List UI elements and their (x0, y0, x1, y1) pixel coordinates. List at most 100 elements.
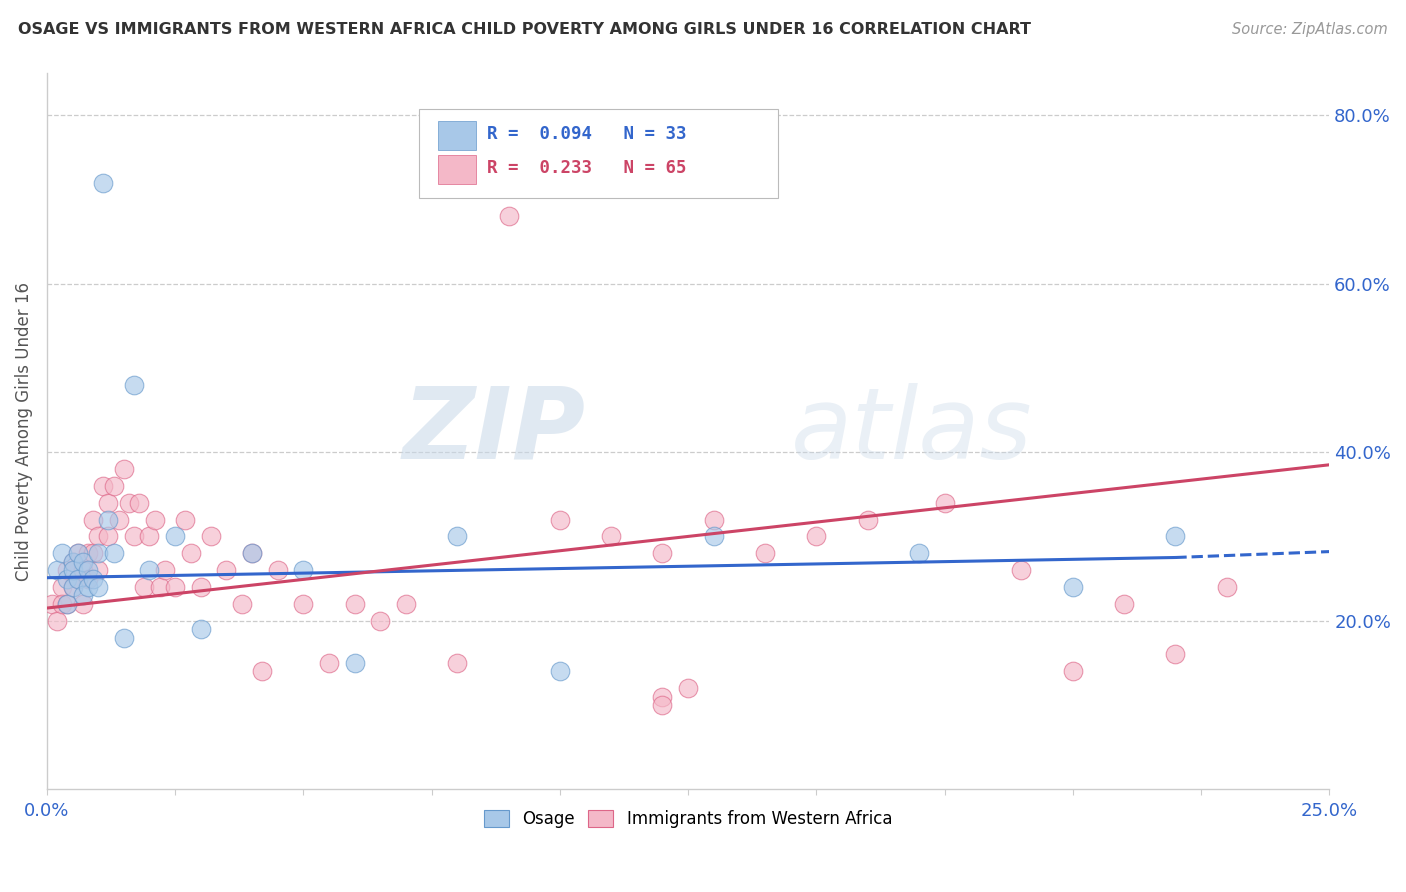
Point (97, 512, 120, 526)
Point (165, 580, 187, 594)
Point (1062, 580, 1084, 594)
Point (112, 631, 135, 645)
Point (66, 546, 89, 560)
Point (56, 597, 79, 611)
Point (651, 690, 673, 704)
Point (600, 529, 623, 543)
Point (91, 479, 114, 493)
Point (112, 462, 135, 476)
Point (1164, 529, 1187, 543)
Point (165, 529, 187, 543)
Point (395, 597, 418, 611)
Point (651, 698, 673, 712)
Point (87, 529, 110, 543)
Point (143, 512, 166, 526)
Point (82, 572, 104, 586)
Point (292, 597, 315, 611)
Point (51, 546, 73, 560)
Point (77, 563, 100, 577)
Point (267, 563, 290, 577)
Point (153, 563, 176, 577)
Point (240, 546, 263, 560)
Text: R =  0.094   N = 33: R = 0.094 N = 33 (486, 125, 686, 143)
Point (149, 580, 172, 594)
Point (1164, 648, 1187, 662)
Point (66, 572, 89, 586)
Point (190, 580, 212, 594)
Point (82, 546, 104, 560)
Text: atlas: atlas (790, 383, 1032, 480)
Point (66, 572, 89, 586)
Point (368, 614, 391, 628)
FancyBboxPatch shape (419, 109, 778, 198)
Point (41, 597, 63, 611)
Point (77, 546, 100, 560)
Point (72, 555, 94, 569)
Point (77, 572, 100, 586)
Point (548, 665, 571, 679)
Point (56, 597, 79, 611)
Point (62, 555, 84, 569)
Point (318, 656, 340, 670)
Bar (439, 155, 477, 184)
Point (651, 546, 673, 560)
Point (934, 496, 956, 510)
Point (138, 529, 160, 543)
Point (446, 529, 468, 543)
Point (548, 512, 571, 526)
Point (46, 563, 69, 577)
Point (180, 546, 202, 560)
Point (174, 512, 197, 526)
Point (215, 563, 238, 577)
Point (128, 496, 150, 510)
Point (498, 209, 520, 223)
Point (1112, 597, 1135, 611)
Point (252, 665, 274, 679)
Point (46, 614, 69, 628)
Point (676, 681, 699, 695)
Point (1215, 580, 1237, 594)
Point (62, 580, 84, 594)
Point (87, 563, 110, 577)
Point (122, 529, 145, 543)
Point (97, 496, 120, 510)
Point (56, 572, 79, 586)
Text: Source: ZipAtlas.com: Source: ZipAtlas.com (1232, 22, 1388, 37)
Point (103, 479, 125, 493)
Point (446, 656, 468, 670)
Point (103, 546, 125, 560)
Point (72, 589, 94, 603)
Point (87, 580, 110, 594)
Point (806, 529, 828, 543)
Point (62, 580, 84, 594)
Point (703, 529, 725, 543)
Text: OSAGE VS IMMIGRANTS FROM WESTERN AFRICA CHILD POVERTY AMONG GIRLS UNDER 16 CORRE: OSAGE VS IMMIGRANTS FROM WESTERN AFRICA … (18, 22, 1031, 37)
Point (200, 529, 222, 543)
Bar (439, 121, 477, 150)
Point (231, 597, 253, 611)
Point (72, 597, 94, 611)
Point (72, 563, 94, 577)
Point (82, 512, 104, 526)
Point (51, 580, 73, 594)
Y-axis label: Child Poverty Among Girls Under 16: Child Poverty Among Girls Under 16 (15, 282, 32, 581)
Point (77, 580, 100, 594)
Point (97, 529, 120, 543)
Text: ZIP: ZIP (402, 383, 585, 480)
Point (856, 512, 879, 526)
Point (754, 546, 776, 560)
Point (343, 656, 366, 670)
Point (62, 563, 84, 577)
Text: R =  0.233   N = 65: R = 0.233 N = 65 (486, 160, 686, 178)
Point (91, 176, 114, 190)
Point (138, 563, 160, 577)
Point (343, 597, 366, 611)
Point (1011, 563, 1033, 577)
Point (190, 622, 212, 636)
Point (87, 546, 110, 560)
Point (240, 546, 263, 560)
Point (134, 580, 156, 594)
Point (703, 512, 725, 526)
Legend: Osage, Immigrants from Western Africa: Osage, Immigrants from Western Africa (478, 803, 898, 835)
Point (56, 563, 79, 577)
